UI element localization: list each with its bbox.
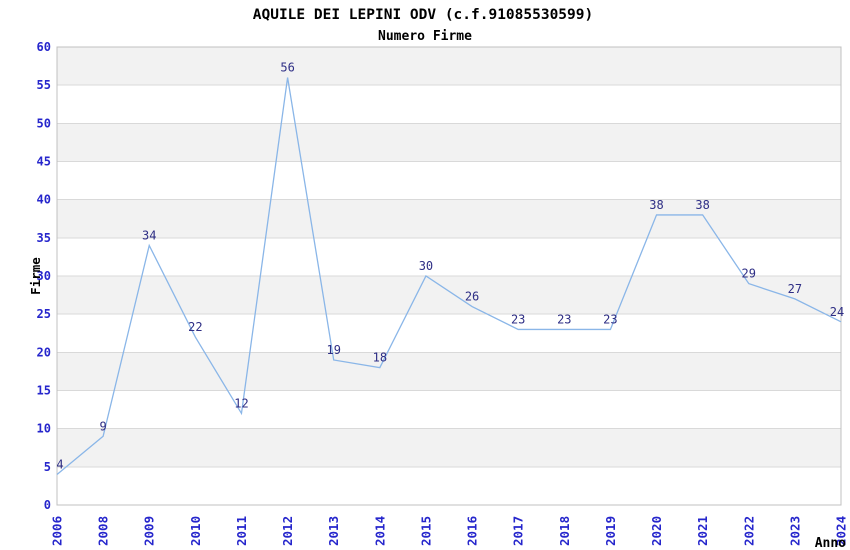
data-label: 12 [234,396,248,410]
x-tick-label: 2015 [418,516,433,546]
y-tick-label: 20 [37,345,51,359]
x-tick-label: 2014 [372,516,387,546]
plot-border [56,46,842,506]
x-tick-label: 2024 [834,516,849,546]
data-label: 9 [100,419,107,433]
data-label: 38 [649,198,663,212]
x-tick-label: 2013 [326,516,341,546]
y-tick-label: 40 [37,193,51,207]
data-label: 19 [326,343,340,357]
data-label: 38 [695,198,709,212]
data-label: 22 [188,320,202,334]
x-tick-label: 2010 [188,516,203,546]
y-tick-label: 55 [37,78,51,92]
x-axis-label: Anno [815,536,846,550]
y-tick-label: 60 [37,40,51,54]
chart-subtitle: Numero Firme [378,29,472,44]
x-tick-label: 2006 [50,516,65,546]
data-label: 23 [557,312,571,326]
data-label: 29 [742,267,756,281]
x-tick-label: 2016 [465,516,480,546]
x-tick-label: 2019 [603,516,618,546]
x-tick-label: 2018 [557,516,572,546]
x-tick-label: 2008 [96,516,111,546]
x-tick-label: 2022 [741,516,756,546]
y-axis-label: Firme [28,257,43,295]
grid-band [57,276,841,315]
y-tick-label: 30 [37,269,51,283]
y-tick-label: 0 [44,498,51,512]
y-tick-label: 15 [37,384,51,398]
y-tick-label: 5 [44,460,51,474]
data-label: 24 [830,305,844,319]
chart-title: AQUILE DEI LEPINI ODV (c.f.91085530599) [253,7,593,23]
data-label: 30 [419,259,433,273]
y-tick-label: 45 [37,155,51,169]
data-label: 4 [56,457,63,471]
x-tick-label: 2021 [695,516,710,546]
grid-band [57,199,841,238]
y-tick-label: 10 [37,422,51,436]
x-tick-label: 2011 [234,516,249,546]
data-label: 23 [511,312,525,326]
grid-band [57,428,841,467]
x-tick-label: 2023 [787,516,802,546]
x-tick-label: 2017 [511,516,526,546]
y-tick-label: 35 [37,231,51,245]
data-label: 34 [142,228,156,242]
x-tick-label: 2012 [280,516,295,546]
x-tick-label: 2020 [649,516,664,546]
grid-band [57,352,841,391]
data-line [56,77,842,475]
data-label: 27 [788,282,802,296]
data-label: 56 [280,61,294,75]
grid-band [57,123,841,162]
data-label: 18 [373,351,387,365]
plot-area: 0 5 10 15 20 25 30 35 40 45 50 55 60 2006 2008 2009 2010… [37,40,849,546]
data-label: 26 [465,290,479,304]
x-tick-label: 2009 [142,516,157,546]
y-tick-label: 25 [37,307,51,321]
grid-band [57,47,841,86]
y-tick-label: 50 [37,116,51,130]
data-label: 23 [603,312,617,326]
